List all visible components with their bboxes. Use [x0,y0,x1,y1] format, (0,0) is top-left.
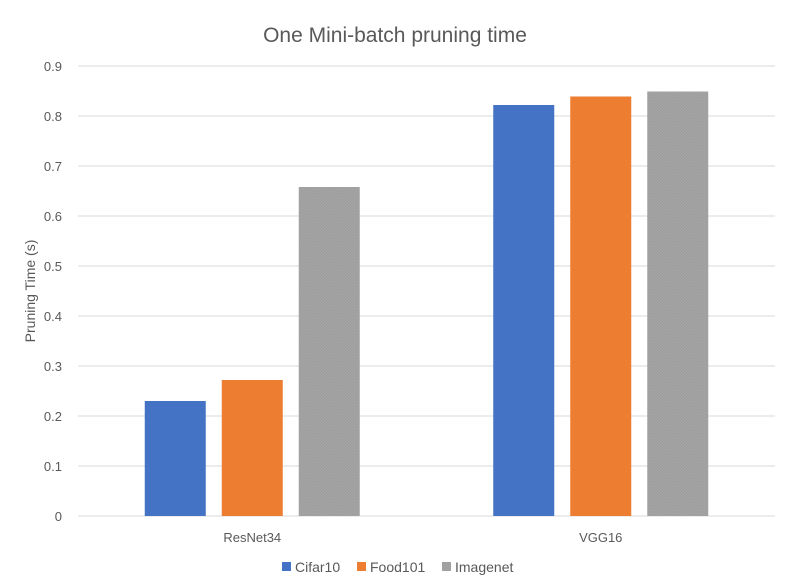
legend-swatch-imagenet [442,562,451,571]
y-tick-label: 0.2 [44,409,62,424]
legend-swatch-cifar10 [282,562,291,571]
bar-imagenet-resnet34 [298,187,360,516]
y-axis-ticks: 0 0.1 0.2 0.3 0.4 0.5 0.6 0.7 0.8 0.9 [44,59,62,524]
y-axis-label: Pruning Time (s) [22,240,38,343]
legend-label-food101: Food101 [370,559,425,575]
y-tick-label: 0.5 [44,259,62,274]
legend-label-imagenet: Imagenet [455,559,513,575]
bar-cifar10-resnet34 [144,401,206,516]
legend-label-cifar10: Cifar10 [295,559,340,575]
legend-swatch-food101 [357,562,366,571]
bars [144,91,709,516]
y-tick-label: 0.4 [44,309,62,324]
x-tick-label: ResNet34 [223,530,281,545]
y-tick-label: 0.7 [44,159,62,174]
bar-cifar10-vgg16 [493,105,555,516]
y-tick-label: 0.9 [44,59,62,74]
bar-imagenet-vgg16 [647,91,709,516]
y-tick-label: 0.3 [44,359,62,374]
y-tick-label: 0.8 [44,109,62,124]
bar-food101-vgg16 [570,96,632,516]
y-tick-label: 0 [55,509,62,524]
chart-title: One Mini-batch pruning time [263,24,527,47]
y-tick-label: 0.1 [44,459,62,474]
y-tick-label: 0.6 [44,209,62,224]
x-tick-label: VGG16 [579,530,622,545]
bar-food101-resnet34 [221,380,283,516]
legend: Cifar10 Food101 Imagenet [282,559,513,575]
x-axis-ticks: ResNet34 VGG16 [223,530,622,545]
